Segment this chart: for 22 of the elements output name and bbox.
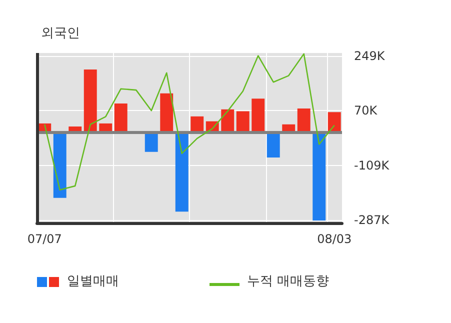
- bar: [297, 108, 310, 132]
- bar: [175, 132, 188, 212]
- y-tick-label: 70K: [354, 104, 378, 118]
- bar: [236, 111, 250, 132]
- chart-title: 외국인: [41, 26, 80, 41]
- bar: [252, 98, 265, 132]
- bar: [160, 93, 174, 132]
- y-tick-label: -109K: [354, 158, 390, 172]
- bar: [266, 132, 280, 158]
- legend-label: 일별매매: [67, 274, 119, 289]
- y-tick-label: -287K: [354, 212, 390, 227]
- line-series: [44, 53, 336, 191]
- x-tick-label: 07/07: [27, 232, 62, 246]
- legend-label: 누적 매매동향: [247, 274, 330, 289]
- bar: [53, 132, 66, 198]
- bar: [84, 70, 97, 132]
- bar: [114, 104, 128, 132]
- bar: [328, 112, 341, 132]
- bar: [312, 132, 326, 221]
- bar: [190, 116, 204, 132]
- x-tick-label: 08/03: [317, 232, 352, 246]
- y-tick-label: 249K: [354, 48, 386, 63]
